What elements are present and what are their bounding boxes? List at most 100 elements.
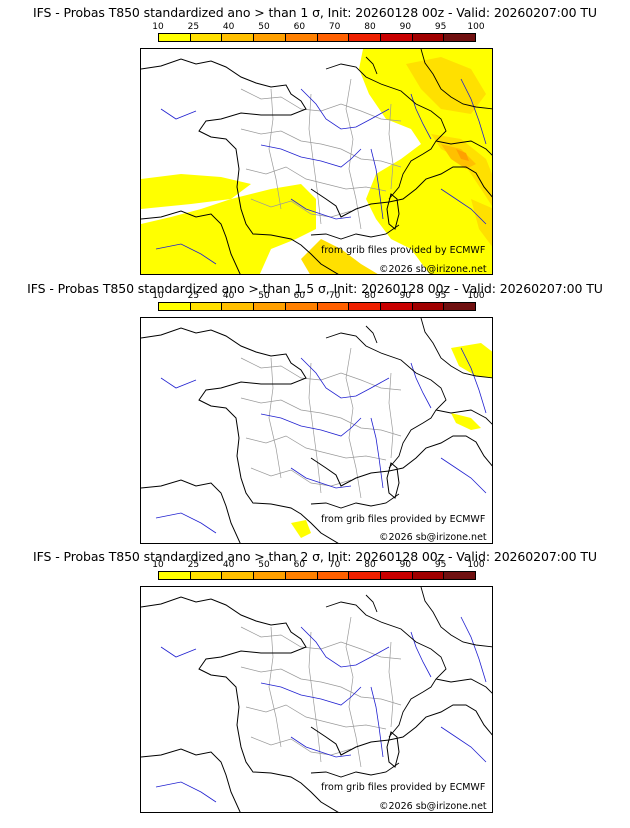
colorbar-swatch [190, 303, 223, 310]
colorbar-tick-label: 40 [222, 291, 235, 301]
probability-area [456, 149, 469, 161]
colorbar-swatch [159, 572, 191, 579]
colorbar-swatch [222, 34, 255, 41]
panel-3-title: IFS - Probas T850 standardized ano > tha… [33, 549, 597, 564]
colorbar-tick-label: 10 [152, 291, 164, 301]
admin-boundary [250, 467, 352, 487]
river [460, 347, 487, 414]
colorbar-tick-label: 25 [187, 560, 200, 570]
admin-boundary [240, 357, 402, 391]
coastline [141, 479, 241, 543]
colorbar-tick-label: 100 [467, 560, 485, 570]
colorbar-tick-label: 60 [293, 22, 306, 32]
colorbar-swatch [222, 303, 255, 310]
colorbar-tick-labels: 10 25 40 50 60 70 80 90 95 100 [152, 291, 484, 302]
river [440, 188, 487, 225]
river [290, 198, 352, 220]
colorbar-1: 10 25 40 50 60 70 80 90 95 100 [152, 22, 485, 48]
colorbar-tick-label: 40 [222, 560, 235, 570]
country-border [420, 587, 492, 648]
colorbar-swatch [444, 34, 476, 41]
admin-boundary [240, 397, 402, 437]
country-border [435, 140, 492, 156]
colorbar-swatch [317, 572, 350, 579]
colorbar-swatch [254, 34, 286, 41]
colorbar-swatch [285, 34, 318, 41]
probability-area [451, 413, 481, 430]
probability-area [431, 134, 492, 206]
river [460, 616, 487, 683]
river [370, 417, 384, 489]
admin-boundary [250, 198, 352, 218]
colorbar-tick-label: 60 [293, 560, 306, 570]
colorbar-tick-label: 60 [293, 291, 306, 301]
colorbar-swatches [158, 33, 476, 42]
colorbar-tick-label: 95 [434, 22, 447, 32]
panel-2-title: IFS - Probas T850 standardized ano > tha… [27, 281, 603, 296]
colorbar-tick-label: 10 [152, 22, 164, 32]
river [160, 646, 197, 658]
colorbar-swatch [349, 303, 381, 310]
country-border [365, 594, 378, 613]
colorbar-swatch [349, 572, 381, 579]
coastline [310, 166, 492, 218]
colorbar-swatch [317, 303, 350, 310]
colorbar-tick-label: 70 [328, 291, 341, 301]
colorbar-swatch [412, 34, 445, 41]
colorbar-swatch [254, 572, 286, 579]
colorbar-swatch [444, 303, 476, 310]
country-border [325, 63, 447, 200]
colorbar-tick-label: 100 [467, 22, 485, 32]
colorbar-tick-label: 80 [364, 22, 376, 32]
colorbar-swatch [159, 34, 191, 41]
river [460, 78, 487, 145]
admin-boundary [345, 78, 362, 230]
colorbar-tick-label: 50 [258, 291, 270, 301]
river [300, 88, 390, 130]
river [370, 148, 384, 220]
map-3-svg [141, 587, 492, 812]
colorbar-tick-labels: 10 25 40 50 60 70 80 90 95 100 [152, 22, 484, 33]
colorbar-swatch [190, 34, 223, 41]
map-2 [140, 317, 493, 544]
admin-boundary [240, 128, 402, 168]
country-border [325, 332, 447, 469]
admin-boundary [268, 626, 282, 748]
colorbar-tick-labels: 10 25 40 50 60 70 80 90 95 100 [152, 560, 484, 571]
copyright-2: ©2026 sb@irizone.net [379, 532, 487, 543]
colorbar-tick-label: 10 [152, 560, 164, 570]
colorbar-tick-label: 90 [399, 291, 412, 301]
colorbar-swatch [317, 34, 350, 41]
river [160, 108, 197, 120]
colorbar-tick-label: 80 [364, 560, 376, 570]
river [160, 377, 197, 389]
colorbar-tick-label: 95 [434, 291, 447, 301]
colorbar-2: 10 25 40 50 60 70 80 90 95 100 [152, 291, 485, 317]
colorbar-tick-label: 90 [399, 22, 412, 32]
country-border [420, 318, 492, 379]
map-3 [140, 586, 493, 813]
credit-3: from grib files provided by ECMWF [321, 782, 486, 793]
colorbar-swatch [254, 303, 286, 310]
river [155, 781, 217, 803]
colorbar-swatches [158, 302, 476, 311]
probability-area [301, 239, 378, 274]
credit-1: from grib files provided by ECMWF [321, 245, 486, 256]
river [290, 467, 352, 489]
river [300, 626, 390, 668]
colorbar-tick-label: 25 [187, 291, 200, 301]
admin-boundary [388, 103, 394, 190]
admin-boundary [268, 88, 282, 210]
copyright-1: ©2026 sb@irizone.net [379, 264, 487, 275]
island-outline [386, 193, 400, 230]
river [260, 144, 362, 168]
colorbar-swatch [349, 34, 381, 41]
river [300, 357, 390, 399]
river [440, 726, 487, 763]
probability-area [406, 57, 486, 114]
credit-2: from grib files provided by ECMWF [321, 514, 486, 525]
colorbar-swatch [222, 572, 255, 579]
colorbar-swatch [412, 303, 445, 310]
admin-boundary [268, 357, 282, 479]
coastline [310, 435, 492, 487]
